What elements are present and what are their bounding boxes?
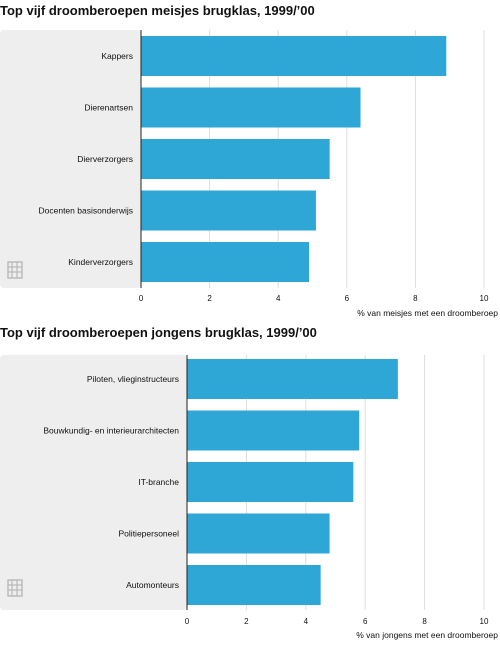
x-tick-label: 4 bbox=[304, 617, 309, 626]
chart-plot: Piloten, vlieginstructeurs Bouwkundig- en… bbox=[0, 355, 498, 640]
category-label: Piloten, vlieginstructeurs bbox=[87, 374, 179, 384]
x-tick-label: 0 bbox=[185, 617, 190, 626]
x-tick-label: 0 bbox=[139, 294, 144, 303]
bar bbox=[187, 359, 398, 399]
bar bbox=[141, 190, 316, 231]
category-label: Dierenartsen bbox=[84, 103, 133, 113]
cbs-logo-icon bbox=[7, 261, 23, 279]
x-tick-label: 6 bbox=[345, 294, 350, 303]
bar bbox=[187, 565, 321, 605]
bar bbox=[187, 410, 360, 451]
category-label: Bouwkundig- en interieurarchitecten bbox=[43, 426, 179, 436]
bar bbox=[187, 462, 354, 502]
x-tick-label: 2 bbox=[207, 294, 212, 303]
category-panel bbox=[0, 30, 141, 288]
category-label: IT-branche bbox=[138, 477, 179, 487]
x-tick-label: 10 bbox=[480, 617, 489, 626]
x-axis-title: % van meisjes met een droomberoep bbox=[357, 308, 498, 318]
category-panel bbox=[0, 355, 187, 610]
category-label: Politiepersoneel bbox=[119, 529, 180, 539]
chart-plot: Kappers Dierenartsen Dierverzorgers Docente… bbox=[0, 30, 498, 318]
x-tick-label: 2 bbox=[244, 617, 249, 626]
category-label: Dierverzorgers bbox=[77, 154, 133, 164]
category-label: Automonteurs bbox=[126, 580, 179, 590]
x-tick-label: 10 bbox=[480, 294, 489, 303]
chart-title: Top vijf droomberoepen jongens brugklas,… bbox=[0, 325, 317, 340]
category-label: Docenten basisonderwijs bbox=[39, 206, 134, 216]
category-label: Kinderverzorgers bbox=[68, 257, 133, 267]
category-label: Kappers bbox=[101, 51, 133, 61]
bar bbox=[141, 139, 330, 179]
chart-boys: Top vijf droomberoepen jongens brugklas,… bbox=[0, 322, 500, 645]
bar bbox=[141, 36, 447, 76]
bar bbox=[141, 242, 310, 282]
chart-title: Top vijf droomberoepen meisjes brugklas,… bbox=[0, 3, 315, 18]
x-tick-label: 8 bbox=[422, 617, 427, 626]
x-tick-label: 8 bbox=[413, 294, 418, 303]
chart-girls: Top vijf droomberoepen meisjes brugklas,… bbox=[0, 0, 500, 322]
x-tick-label: 6 bbox=[363, 617, 368, 626]
x-axis-title: % van jongens met een droomberoep bbox=[356, 630, 498, 640]
cbs-logo-icon bbox=[7, 579, 23, 597]
bar bbox=[141, 87, 361, 128]
x-tick-label: 4 bbox=[276, 294, 281, 303]
bar bbox=[187, 513, 330, 554]
